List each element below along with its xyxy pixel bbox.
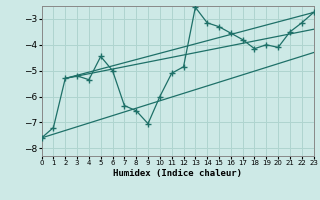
- X-axis label: Humidex (Indice chaleur): Humidex (Indice chaleur): [113, 169, 242, 178]
